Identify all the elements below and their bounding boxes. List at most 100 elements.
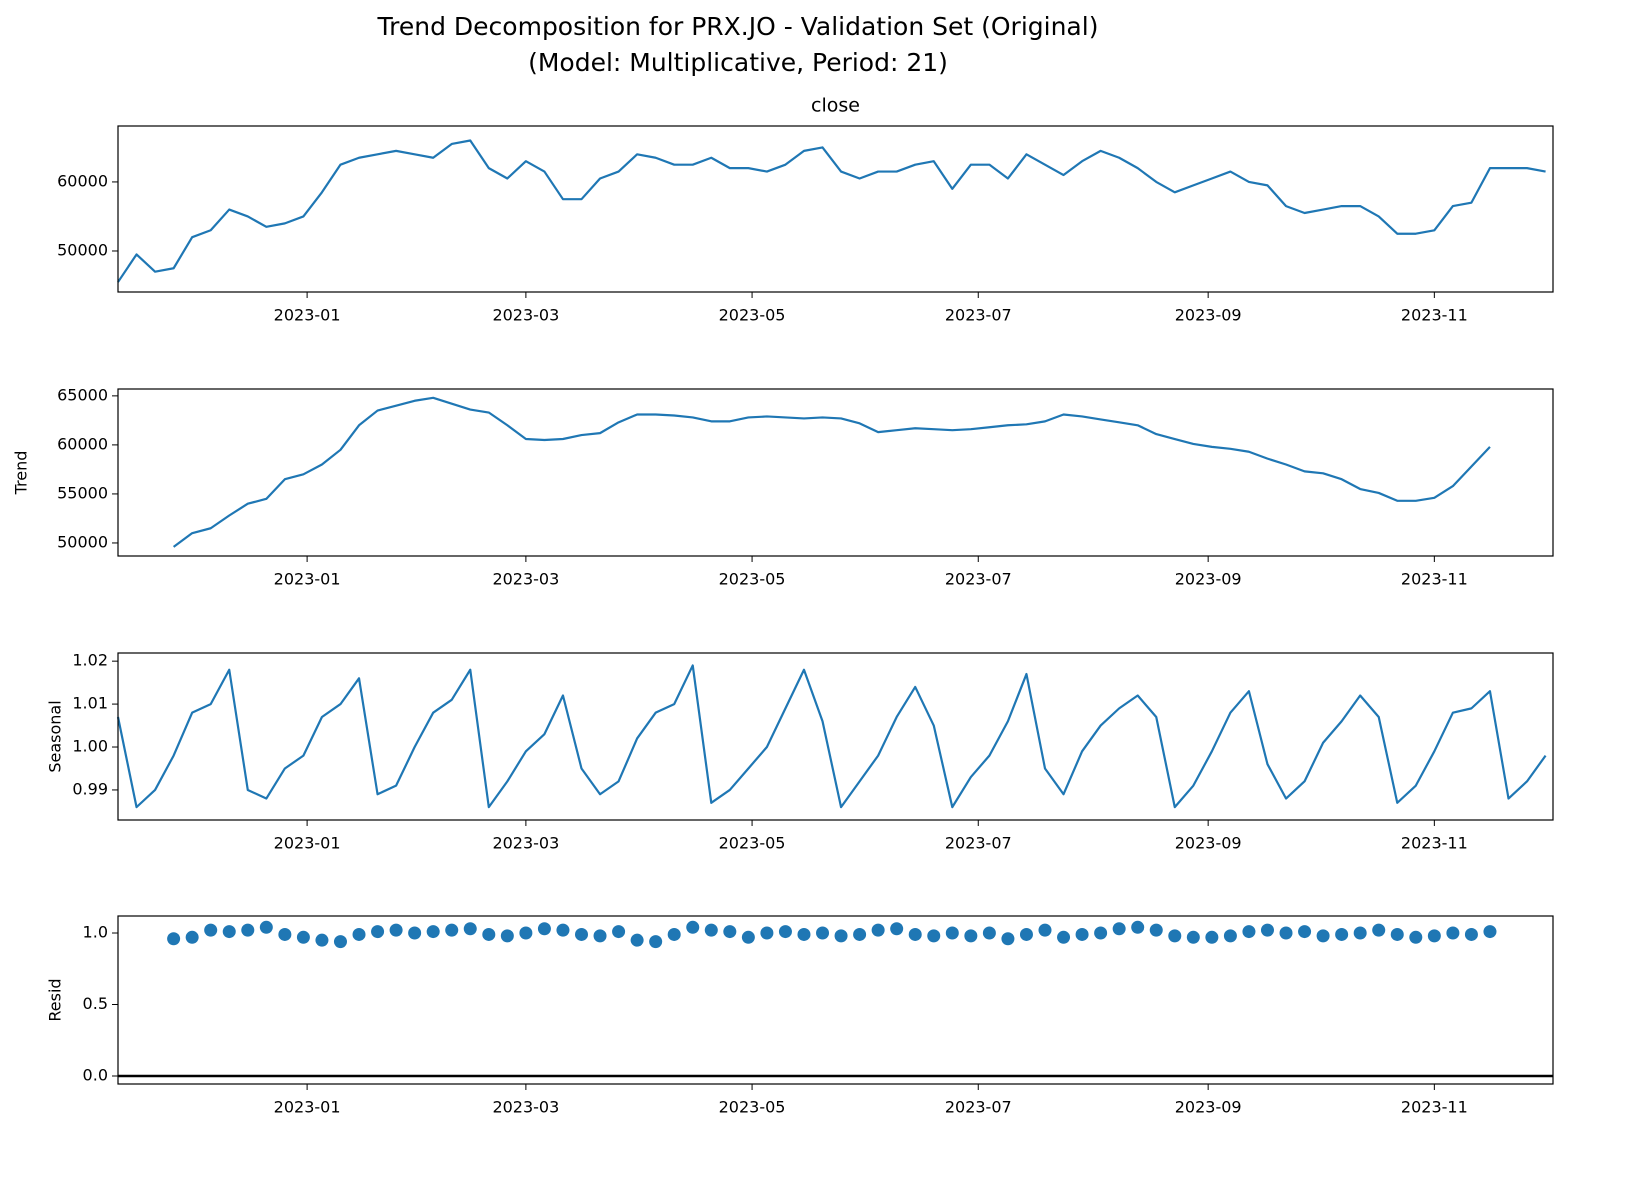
resid-point [1427, 929, 1441, 943]
resid-point [296, 930, 310, 944]
resid-point [537, 922, 551, 936]
resid-point [1001, 932, 1015, 946]
y-tick-label: 60000 [57, 171, 108, 190]
plot-frame [117, 388, 1554, 557]
series-line [172, 396, 1491, 548]
resid-point [1390, 927, 1404, 941]
y-tick-label: 1.01 [72, 694, 108, 713]
resid-point [1335, 927, 1349, 941]
resid-point [185, 930, 199, 944]
resid-point [1112, 922, 1126, 936]
subplot-title: close [811, 95, 860, 117]
resid-point [1483, 925, 1497, 939]
resid-point [593, 929, 607, 943]
figure-title: Trend Decomposition for PRX.JO - Validat… [377, 12, 1099, 41]
y-tick-label: 60000 [57, 434, 108, 453]
resid-point [408, 926, 422, 940]
resid-point [500, 929, 514, 943]
x-tick-label: 2023-09 [1175, 306, 1242, 325]
resid-point [315, 933, 329, 947]
x-tick-label: 2023-11 [1401, 1098, 1468, 1117]
x-tick-label: 2023-11 [1401, 306, 1468, 325]
resid-point [1260, 923, 1274, 937]
x-tick-label: 2023-03 [492, 834, 559, 853]
resid-point [1242, 925, 1256, 939]
resid-point [556, 923, 570, 937]
resid-point [204, 923, 218, 937]
resid-point [1131, 920, 1145, 934]
y-tick-label: 65000 [57, 385, 108, 404]
resid-point [630, 933, 644, 947]
y-tick-label: 50000 [57, 532, 108, 551]
x-tick-label: 2023-03 [492, 306, 559, 325]
y-tick-label: 55000 [57, 483, 108, 502]
x-tick-label: 2023-11 [1401, 834, 1468, 853]
resid-point [834, 929, 848, 943]
resid-point [1446, 926, 1460, 940]
resid-point [222, 925, 236, 939]
resid-point [1168, 929, 1182, 943]
resid-point [1409, 930, 1423, 944]
x-tick-label: 2023-07 [945, 1098, 1012, 1117]
resid-point [816, 926, 830, 940]
resid-point [667, 927, 681, 941]
y-tick-label: 0.5 [83, 994, 108, 1013]
x-tick-label: 2023-05 [719, 306, 786, 325]
resid-point [1316, 929, 1330, 943]
y-tick-label: 0.99 [72, 779, 108, 798]
resid-point [1372, 923, 1386, 937]
resid-point [871, 923, 885, 937]
plot-frame [117, 125, 1554, 293]
resid-point [1223, 929, 1237, 943]
x-tick-label: 2023-07 [945, 570, 1012, 589]
resid-point [908, 927, 922, 941]
y-axis-label: Seasonal [46, 700, 65, 772]
resid-point [890, 922, 904, 936]
resid-point [723, 925, 737, 939]
resid-point [1353, 926, 1367, 940]
resid-point [482, 927, 496, 941]
plot-frame [117, 915, 1554, 1085]
resid-point [853, 927, 867, 941]
x-tick-label: 2023-03 [492, 570, 559, 589]
resid-point [760, 926, 774, 940]
resid-point [612, 925, 626, 939]
x-tick-label: 2023-09 [1175, 1098, 1242, 1117]
x-tick-label: 2023-01 [274, 834, 341, 853]
resid-point [1279, 926, 1293, 940]
resid-point [575, 927, 589, 941]
resid-point [352, 927, 366, 941]
x-tick-label: 2023-03 [492, 1098, 559, 1117]
resid-point [945, 926, 959, 940]
resid-point [982, 926, 996, 940]
resid-point [1057, 930, 1071, 944]
x-tick-label: 2023-01 [274, 570, 341, 589]
resid-point [964, 929, 978, 943]
resid-point [1298, 925, 1312, 939]
resid-point [1205, 930, 1219, 944]
resid-point [927, 929, 941, 943]
resid-point [1019, 927, 1033, 941]
x-tick-label: 2023-11 [1401, 570, 1468, 589]
y-tick-label: 1.0 [83, 923, 108, 942]
resid-point [1149, 923, 1163, 937]
x-tick-label: 2023-01 [274, 1098, 341, 1117]
resid-point [686, 920, 700, 934]
resid-point [1094, 926, 1108, 940]
resid-point [741, 930, 755, 944]
figure-subtitle: (Model: Multiplicative, Period: 21) [528, 48, 948, 77]
resid-point [704, 923, 718, 937]
series-line [117, 139, 1546, 283]
resid-point [241, 923, 255, 937]
x-tick-label: 2023-09 [1175, 834, 1242, 853]
plot-frame [117, 652, 1554, 821]
y-tick-label: 50000 [57, 240, 108, 259]
resid-point [1075, 927, 1089, 941]
resid-point [797, 927, 811, 941]
x-tick-label: 2023-05 [719, 570, 786, 589]
x-tick-label: 2023-05 [719, 834, 786, 853]
x-tick-label: 2023-01 [274, 306, 341, 325]
series-line [116, 664, 1547, 809]
x-tick-label: 2023-05 [719, 1098, 786, 1117]
resid-point [463, 922, 477, 936]
